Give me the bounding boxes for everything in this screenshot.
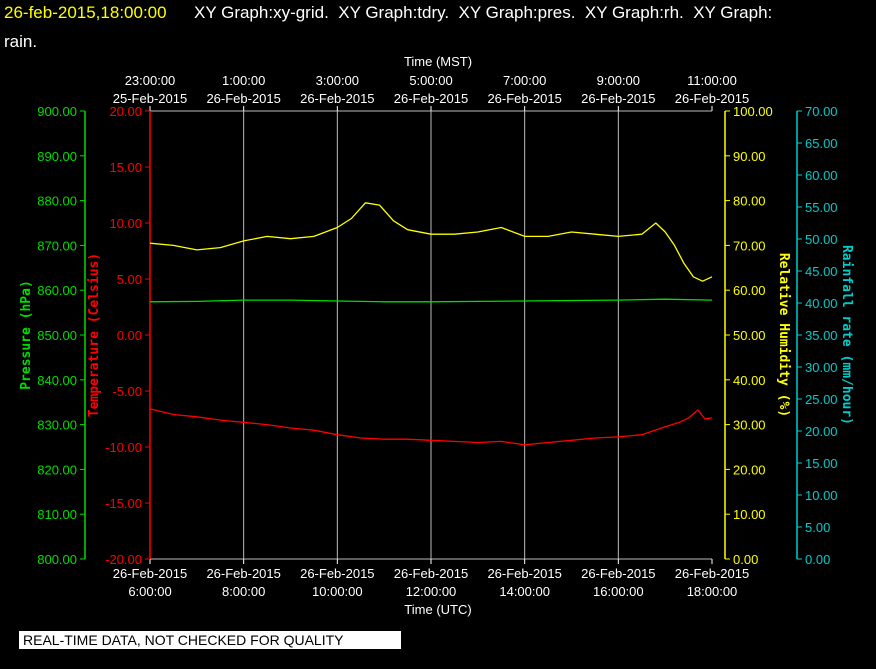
x-tick-label-utc-time: 16:00:00 — [593, 584, 644, 599]
x-tick-label-mst-time: 9:00:00 — [597, 73, 640, 88]
pressure-axis-label: Pressure (hPa) — [19, 280, 34, 390]
temperature-tick-label: 20.00 — [109, 104, 142, 119]
humidity-tick-label: 60.00 — [733, 283, 766, 298]
humidity-tick-label: 80.00 — [733, 194, 766, 209]
humidity-tick-label: 90.00 — [733, 149, 766, 164]
humidity-tick-label: 50.00 — [733, 328, 766, 343]
rainfall-tick-label: 40.00 — [805, 296, 838, 311]
x-tick-label-utc-time: 14:00:00 — [499, 584, 550, 599]
x-tick-label-mst-time: 3:00:00 — [316, 73, 359, 88]
temperature-tick-label: 15.00 — [109, 160, 142, 175]
pressure-tick-label: 850.00 — [37, 328, 77, 343]
quality-notice: REAL-TIME DATA, NOT CHECKED FOR QUALITY — [19, 631, 401, 649]
x-tick-label-utc-date: 26-Feb-2015 — [675, 566, 749, 581]
x-tick-label-utc-date: 26-Feb-2015 — [487, 566, 561, 581]
humidity-series-line — [149, 202, 713, 282]
x-tick-label-utc-date: 26-Feb-2015 — [300, 566, 374, 581]
x-axis-title-utc: Time (UTC) — [404, 602, 471, 617]
temperature-tick-label: -5.00 — [112, 384, 142, 399]
rainfall-tick-label: 50.00 — [805, 232, 838, 247]
pressure-tick-label: 860.00 — [37, 283, 77, 298]
x-axis-title-mst: Time (MST) — [404, 54, 472, 69]
temperature-series-line — [149, 408, 713, 446]
x-tick-label-mst-time: 5:00:00 — [409, 73, 452, 88]
x-tick-label-utc-time: 6:00:00 — [128, 584, 171, 599]
header-datetime: 26-feb-2015,18:00:00 — [4, 3, 167, 22]
humidity-tick-label: 20.00 — [733, 462, 766, 477]
x-tick-label-utc-time: 8:00:00 — [222, 584, 265, 599]
temperature-tick-label: -20.00 — [105, 552, 142, 567]
x-tick-label-mst-time: 7:00:00 — [503, 73, 546, 88]
rainfall-tick-label: 60.00 — [805, 168, 838, 183]
rainfall-tick-label: 15.00 — [805, 456, 838, 471]
x-tick-label-utc-time: 18:00:00 — [687, 584, 738, 599]
x-tick-label-mst-time: 1:00:00 — [222, 73, 265, 88]
humidity-tick-label: 100.00 — [733, 104, 773, 119]
rainfall-tick-label: 20.00 — [805, 424, 838, 439]
pressure-tick-label: 810.00 — [37, 507, 77, 522]
humidity-tick-label: 40.00 — [733, 373, 766, 388]
x-tick-label-mst-date: 26-Feb-2015 — [675, 91, 749, 106]
pressure-tick-label: 820.00 — [37, 462, 77, 477]
pressure-tick-label: 830.00 — [37, 418, 77, 433]
x-tick-label-utc-date: 26-Feb-2015 — [581, 566, 655, 581]
rainfall-axis-label: Rainfall rate (mm/hour) — [839, 245, 854, 425]
rainfall-tick-label: 65.00 — [805, 136, 838, 151]
x-tick-label-mst-date: 26-Feb-2015 — [300, 91, 374, 106]
temperature-tick-label: 5.00 — [117, 272, 142, 287]
rainfall-tick-label: 0.00 — [805, 552, 830, 567]
pressure-tick-label: 840.00 — [37, 373, 77, 388]
rainfall-tick-label: 30.00 — [805, 360, 838, 375]
humidity-tick-label: 30.00 — [733, 418, 766, 433]
x-tick-label-mst-date: 26-Feb-2015 — [487, 91, 561, 106]
humidity-tick-label: 10.00 — [733, 507, 766, 522]
x-tick-label-mst-date: 26-Feb-2015 — [581, 91, 655, 106]
temperature-tick-label: -15.00 — [105, 496, 142, 511]
x-tick-label-mst-date: 26-Feb-2015 — [206, 91, 280, 106]
pressure-tick-label: 890.00 — [37, 149, 77, 164]
pressure-series-line — [149, 298, 713, 303]
rainfall-tick-label: 35.00 — [805, 328, 838, 343]
x-tick-label-mst-time: 11:00:00 — [687, 73, 737, 88]
x-tick-label-utc-date: 26-Feb-2015 — [113, 566, 187, 581]
header-graph-list-continued: rain. — [4, 32, 37, 51]
humidity-tick-label: 0.00 — [733, 552, 758, 567]
pressure-tick-label: 870.00 — [37, 238, 77, 253]
temperature-tick-label: -10.00 — [105, 440, 142, 455]
temperature-tick-label: 10.00 — [109, 216, 142, 231]
x-tick-label-utc-date: 26-Feb-2015 — [394, 566, 468, 581]
pressure-tick-label: 900.00 — [37, 104, 77, 119]
temperature-axis-label: Temperature (Celsius) — [87, 253, 102, 417]
pressure-tick-label: 880.00 — [37, 194, 77, 209]
header-graph-list: XY Graph:xy-grid. XY Graph:tdry. XY Grap… — [194, 3, 772, 22]
rainfall-tick-label: 25.00 — [805, 392, 838, 407]
x-tick-label-mst-time: 23:00:00 — [125, 73, 176, 88]
rainfall-tick-label: 10.00 — [805, 488, 838, 503]
x-tick-label-utc-time: 12:00:00 — [406, 584, 457, 599]
x-tick-label-utc-time: 10:00:00 — [312, 584, 363, 599]
x-tick-label-mst-date: 25-Feb-2015 — [113, 91, 187, 106]
rainfall-tick-label: 5.00 — [805, 520, 830, 535]
humidity-tick-label: 70.00 — [733, 238, 766, 253]
humidity-axis-label: Relative Humidity (%) — [776, 253, 791, 417]
x-tick-label-mst-date: 26-Feb-2015 — [394, 91, 468, 106]
rainfall-tick-label: 70.00 — [805, 104, 838, 119]
x-tick-label-utc-date: 26-Feb-2015 — [206, 566, 280, 581]
rainfall-tick-label: 55.00 — [805, 200, 838, 215]
rainfall-tick-label: 45.00 — [805, 264, 838, 279]
temperature-tick-label: 0.00 — [117, 328, 142, 343]
pressure-tick-label: 800.00 — [37, 552, 77, 567]
